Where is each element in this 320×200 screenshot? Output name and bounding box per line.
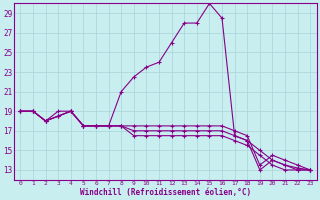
X-axis label: Windchill (Refroidissement éolien,°C): Windchill (Refroidissement éolien,°C)	[80, 188, 251, 197]
